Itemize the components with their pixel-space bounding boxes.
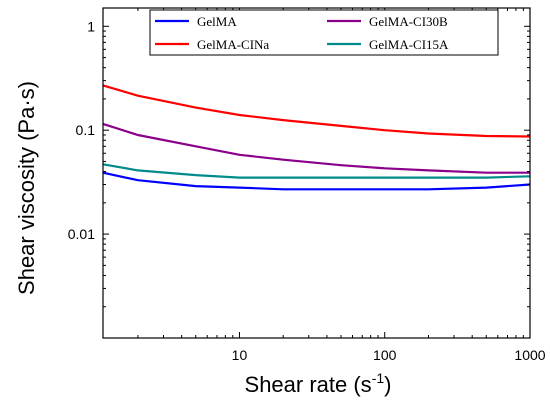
legend-label-3: GelMA-CI15A [369,37,449,52]
series-line-0 [102,171,531,191]
plot-frame [102,7,531,339]
chart-marks [102,84,531,191]
series-line-3 [102,163,531,179]
legend-box [149,9,499,56]
legend: GelMA GelMA-CINa GelMA-CI30B GelMA-CI15A [149,9,499,56]
y-tick-label: 1 [87,18,95,34]
x-axis-title: Shear rate (s-1) [245,370,392,397]
legend-label-2: GelMA-CI30B [369,14,448,29]
legend-label-0: GelMA [197,14,237,29]
x-tick-label: 1000 [514,347,545,363]
axis-ticks: 10 100 1000 0.01 0.1 1 [68,8,546,363]
legend-label-1: GelMA-CINa [197,37,269,52]
x-tick-label: 100 [373,347,397,363]
y-axis-title: Shear viscosity (Pa·s) [14,81,39,295]
series-line-1 [102,84,531,138]
y-tick-label: 0.1 [76,122,96,138]
x-tick-label: 10 [232,347,248,363]
series-line-2 [102,122,530,174]
y-tick-label: 0.01 [68,226,95,242]
